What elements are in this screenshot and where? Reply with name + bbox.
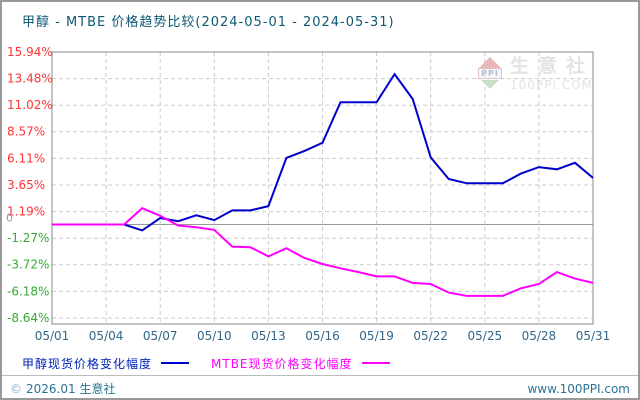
legend-line-methanol: [161, 362, 190, 364]
svg-text:15.94%: 15.94%: [7, 45, 53, 59]
footer-bar: © 2026.01 生意社 www.100PPI.com: [2, 379, 638, 398]
svg-text:3.65%: 3.65%: [7, 178, 45, 192]
copyright-label: 2026.01 生意社: [26, 382, 116, 396]
plot-border: [51, 51, 594, 325]
gridlines: [52, 52, 593, 324]
svg-text:1.19%: 1.19%: [7, 205, 45, 219]
series-line-0: [52, 72, 594, 232]
site-link[interactable]: www.100PPI.com: [527, 381, 630, 396]
legend-label-methanol: 甲醇现货价格变化幅度: [22, 356, 153, 371]
svg-text:05/10: 05/10: [197, 329, 232, 343]
legend-item-mtbe: MTBE现货价格变化幅度: [211, 355, 390, 372]
copyright-text: © 2026.01 生意社: [10, 380, 115, 397]
svg-text:05/22: 05/22: [413, 329, 448, 343]
svg-text:05/16: 05/16: [305, 329, 340, 343]
svg-text:-8.64%: -8.64%: [7, 311, 49, 325]
y-axis-labels: 15.94% 13.48% 11.02% 8.57% 6.11% 3.65% 1.19% -1…: [6, 45, 53, 325]
svg-text:05/04: 05/04: [89, 329, 124, 343]
copyright-icon: ©: [10, 382, 22, 396]
chart-title: 甲醇 - MTBE 价格趋势比较(2024-05-01 - 2024-05-31…: [22, 15, 395, 30]
svg-text:6.11%: 6.11%: [7, 151, 45, 165]
svg-text:11.02%: 11.02%: [7, 98, 53, 112]
svg-text:-3.72%: -3.72%: [7, 258, 49, 272]
svg-text:8.57%: 8.57%: [7, 125, 45, 139]
svg-text:-6.18%: -6.18%: [7, 284, 49, 298]
legend-line-mtbe: [361, 362, 390, 364]
svg-text:05/31: 05/31: [576, 329, 611, 343]
legend-label-mtbe: MTBE现货价格变化幅度: [211, 356, 353, 371]
svg-text:13.48%: 13.48%: [7, 72, 53, 86]
svg-text:05/07: 05/07: [143, 329, 178, 343]
x-axis-labels: 05/01 05/04 05/07 05/10 05/13 05/16 05/19 05/22…: [35, 329, 611, 343]
svg-text:05/13: 05/13: [251, 329, 286, 343]
footer-divider: [2, 375, 638, 376]
svg-text:05/28: 05/28: [522, 329, 557, 343]
svg-text:0: 0: [6, 211, 13, 224]
legend-item-methanol: 甲醇现货价格变化幅度: [22, 355, 190, 372]
svg-text:-1.27%: -1.27%: [7, 231, 49, 245]
svg-text:05/19: 05/19: [359, 329, 394, 343]
series-line-1: [52, 207, 594, 297]
chart-legend: 甲醇现货价格变化幅度 MTBE现货价格变化幅度: [22, 353, 412, 373]
svg-text:05/25: 05/25: [468, 329, 503, 343]
svg-text:05/01: 05/01: [35, 329, 70, 343]
